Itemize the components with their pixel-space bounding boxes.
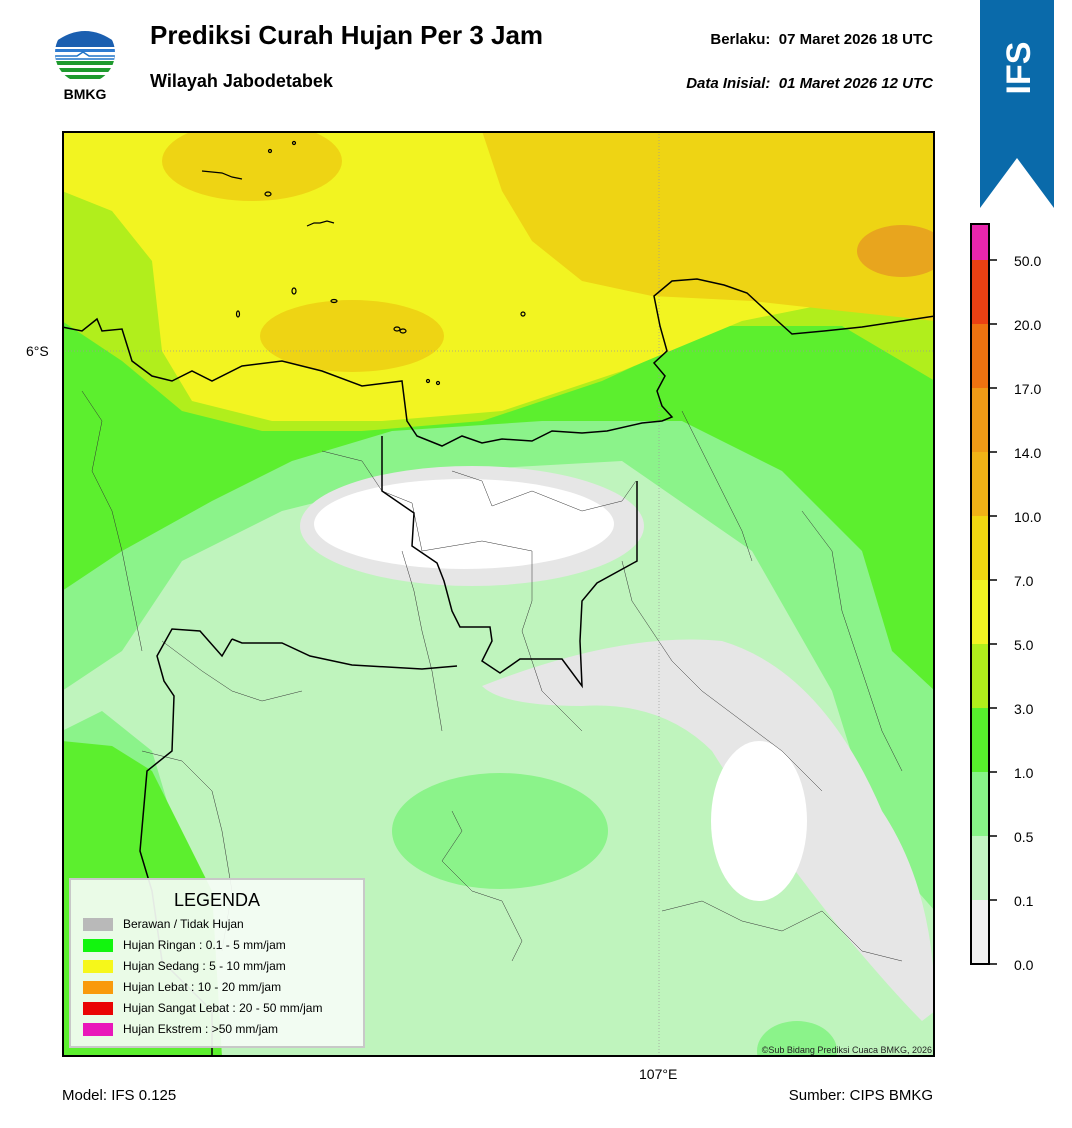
colorbar-segment — [971, 516, 989, 580]
colorbar-tick-label: 0.1 — [1014, 893, 1034, 909]
colorbar-tick-label: 7.0 — [1014, 573, 1034, 589]
colorbar-segment — [971, 708, 989, 772]
latitude-label: 6°S — [26, 343, 49, 359]
colorbar-segment — [971, 900, 989, 964]
colorbar-tick-label: 17.0 — [1014, 381, 1042, 397]
colorbar-segment — [971, 324, 989, 388]
init-value: 01 Maret 2026 12 UTC — [778, 75, 933, 92]
thousand-islands — [201, 140, 526, 386]
longitude-label: 107°E — [639, 1066, 678, 1082]
colorbar-segment — [971, 260, 989, 324]
colorbar-tick-label: 1.0 — [1014, 765, 1034, 781]
legend-item: Berawan / Tidak Hujan — [83, 916, 244, 932]
legend-label: Hujan Sedang : 5 - 10 mm/jam — [123, 959, 286, 973]
legend-label: Hujan Ringan : 0.1 - 5 mm/jam — [123, 938, 286, 952]
zone-rain-7-nw — [162, 131, 342, 201]
zone-white-east — [711, 741, 807, 901]
svg-text:IFS: IFS — [1000, 42, 1038, 95]
colorbar-segment — [971, 580, 989, 644]
legend-swatch — [83, 938, 113, 952]
colorbar-tick-label: 0.0 — [1014, 957, 1034, 973]
zone-rain-0-5-bottom — [757, 1021, 837, 1057]
valid-value: 07 Maret 2026 18 UTC — [778, 31, 933, 48]
coastline — [61, 278, 936, 447]
zone-rain-0-5-south — [392, 773, 608, 889]
copyright-note: ©Sub Bidang Prediksi Cuaca BMKG, 2026 — [761, 1045, 932, 1055]
legend-item: Hujan Sangat Lebat : 20 - 50 mm/jam — [83, 1000, 322, 1016]
bmkg-logo: BMKG — [52, 20, 120, 104]
valid-time: Berlaku: 07 Maret 2026 18 UTC — [710, 31, 933, 48]
colorbar-tick-label: 20.0 — [1014, 317, 1042, 333]
svg-text:BMKG: BMKG — [64, 86, 107, 102]
colorbar-tick-label: 14.0 — [1014, 445, 1042, 461]
colorbar-tick-label: 10.0 — [1014, 509, 1042, 525]
legend-title: LEGENDA — [173, 890, 261, 910]
valid-label: Berlaku: — [710, 31, 771, 48]
colorbar-tick-label: 5.0 — [1014, 637, 1034, 653]
legend-label: Berawan / Tidak Hujan — [123, 917, 244, 931]
colorbar-segment — [971, 644, 989, 708]
ifs-badge: IFS — [980, 0, 1054, 208]
colorbar-frame — [970, 223, 990, 965]
colorbar-segment — [971, 224, 989, 260]
source-info: Sumber: CIPS BMKG — [788, 1087, 933, 1104]
legend-swatch — [83, 1001, 113, 1015]
init-time: Data Inisial: 01 Maret 2026 12 UTC — [686, 75, 933, 92]
zone-rain-10 — [857, 225, 935, 277]
legend-swatch — [83, 959, 113, 973]
colorbar-tick-label: 50.0 — [1014, 253, 1042, 269]
bmkg-logo-icon: BMKG — [55, 23, 115, 102]
legend-swatch — [83, 917, 113, 931]
graticule — [62, 131, 935, 1057]
legend-swatch — [83, 980, 113, 994]
model-info: Model: IFS 0.125 — [62, 1087, 177, 1104]
legend-item: Hujan Ringan : 0.1 - 5 mm/jam — [83, 937, 286, 953]
colorbar-segment — [971, 772, 989, 836]
legend-swatch — [83, 1022, 113, 1036]
zone-white-north — [314, 479, 614, 569]
ifs-ribbon-icon: IFS — [980, 0, 1054, 208]
legend-label: Hujan Ekstrem : >50 mm/jam — [123, 1022, 279, 1036]
init-label: Data Inisial: — [686, 75, 771, 92]
legend-item: Hujan Ekstrem : >50 mm/jam — [83, 1021, 278, 1037]
map-legend: LEGENDA Berawan / Tidak Hujan Hujan Ring… — [69, 878, 365, 1048]
colorbar — [969, 222, 1071, 968]
admin-boundaries — [81, 390, 903, 962]
zone-no-rain-east — [482, 639, 935, 1021]
colorbar-segment — [971, 388, 989, 452]
map-frame — [62, 131, 935, 1057]
zone-rain-7-mid — [260, 300, 444, 372]
page-title: Prediksi Curah Hujan Per 3 Jam — [150, 20, 544, 50]
colorbar-tick-label: 3.0 — [1014, 701, 1034, 717]
colorbar-segment — [971, 836, 989, 900]
colorbar-segment — [971, 452, 989, 516]
legend-item: Hujan Lebat : 10 - 20 mm/jam — [83, 979, 281, 995]
legend-label: Hujan Sangat Lebat : 20 - 50 mm/jam — [123, 1001, 323, 1015]
colorbar-tick-label: 0.5 — [1014, 829, 1034, 845]
legend-item: Hujan Sedang : 5 - 10 mm/jam — [83, 958, 286, 974]
colorbar-scale — [970, 223, 997, 965]
legend-label: Hujan Lebat : 10 - 20 mm/jam — [123, 980, 282, 994]
zone-rain-7 — [482, 131, 935, 321]
page-subtitle: Wilayah Jabodetabek — [150, 71, 333, 91]
